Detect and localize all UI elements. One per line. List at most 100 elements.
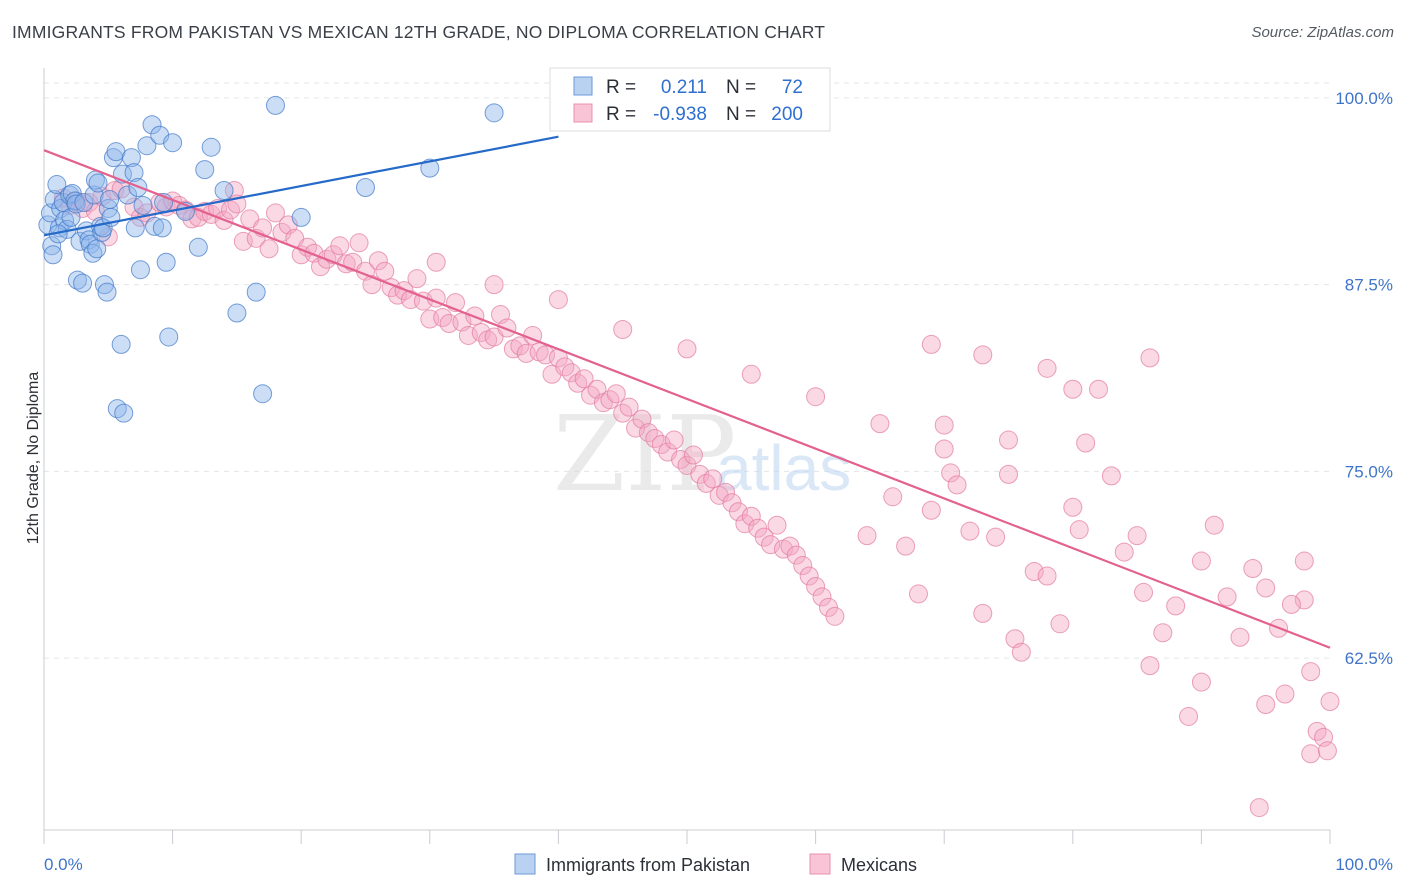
pakistan-point [253,384,273,404]
mexicans-point [1191,672,1211,692]
mexicans-point [1256,578,1276,598]
x-tick-labels: 0.0% 100.0% [44,855,1393,874]
mexicans-point [1076,433,1096,453]
pakistan-point [201,137,221,157]
mexicans-point [362,275,382,295]
y-tick-label: 75.0% [1345,462,1393,481]
mexicans-point [619,397,639,417]
mexicans-point [613,319,633,339]
bottom-legend: Immigrants from Pakistan Mexicans [514,853,917,875]
pakistan-point [195,160,215,180]
mexicans-point [683,445,703,465]
stats-pink-n-label: N = [726,104,756,125]
pakistan-point [246,282,266,302]
mexicans-point [233,231,253,251]
watermark-atlas: atlas [716,432,851,504]
watermark: ZIP atlas [553,393,851,515]
trend-lines [43,135,1331,649]
mexicans-point [1153,623,1173,643]
mexicans-point [767,515,787,535]
mexicans-point [1179,706,1199,726]
mexicans-point [1204,515,1224,535]
pakistan-point [84,185,104,205]
mexicans-point [1275,684,1295,704]
pakistan-point [188,237,208,257]
mexicans-point [703,469,723,489]
mexicans-point [960,521,980,541]
y-axis-label: 12th Grade, No Diploma [25,372,42,545]
y-tick-label: 87.5% [1345,276,1393,295]
mexicans-point [825,606,845,626]
stats-legend: R = 0.211 N = 72 R = -0.938 N = 200 [549,67,831,132]
mexicans-point [606,384,626,404]
mexicans-point [497,318,517,338]
mexicans-point [1101,466,1121,486]
mexicans-point [1024,562,1044,582]
mexicans-point [1069,520,1089,540]
mexicans-point [921,500,941,520]
pakistan-point [145,216,165,236]
mexicans-point [1011,642,1031,662]
mexicans-point [1294,590,1314,610]
mexicans-point [330,236,350,256]
mexicans-point [941,463,961,483]
pakistan-point [111,334,131,354]
mexicans-point [1249,798,1269,818]
pakistan-point [484,103,504,123]
mexicans-point [375,261,395,281]
pakistan-point [73,273,93,293]
series-pakistan [38,95,504,423]
mexicans-point [735,514,755,534]
pakistan-point [133,195,153,215]
pakistan-point [47,175,67,195]
axes [43,68,1331,844]
mexicans-point [1301,744,1321,764]
mexicans-point [548,290,568,310]
mexicans-point [786,545,806,565]
stats-pink-r-label: R = [606,104,636,125]
pakistan-point [214,181,234,201]
mexicans-point [1230,627,1250,647]
mexicans-point [259,239,279,259]
mexicans-point [870,414,890,434]
stats-blue-n-label: N = [726,77,756,98]
source-label: Source: ZipAtlas.com [1251,24,1394,41]
mexicans-point [1140,656,1160,676]
stats-pink-n-value: 200 [771,104,803,125]
mexicans-point [812,587,832,607]
pakistan-point [125,218,145,238]
stats-blue-r-label: R = [606,77,636,98]
mexicans-point [1114,542,1134,562]
mexicans-point [728,502,748,522]
mexicans-point [426,252,446,272]
pakistan-point [118,185,138,205]
mexicans-point [407,269,427,289]
pakistan-point [87,239,107,259]
mexicans-point [574,369,594,389]
pakistan-point [124,163,144,183]
mexicans-point [973,603,993,623]
mexicans-point [561,363,581,383]
mexicans-point [973,345,993,365]
legend-mexicans-label: Mexicans [841,855,917,875]
mexicans-point [1281,594,1301,614]
mexicans-point [716,482,736,502]
pakistan-point [142,115,162,135]
mexicans-point [799,566,819,586]
mexicans-point [754,527,774,547]
y-tick-labels: 100.0% 87.5% 75.0% 62.5% [1335,89,1393,668]
mexicans-point [664,430,684,450]
pakistan-point [159,327,179,347]
mexicans-point [806,576,826,596]
stats-box [549,67,831,132]
pakistan-point [66,194,86,214]
mexicans-trend-line [43,149,1331,649]
pakistan-trend-line [43,135,559,237]
mexicans-point [510,336,530,356]
pakistan-point [74,192,94,212]
mexicans-point [896,536,916,556]
pakistan-point [94,275,114,295]
mexicans-point [1243,559,1263,579]
pakistan-point [265,95,285,115]
mexicans-point [908,584,928,604]
